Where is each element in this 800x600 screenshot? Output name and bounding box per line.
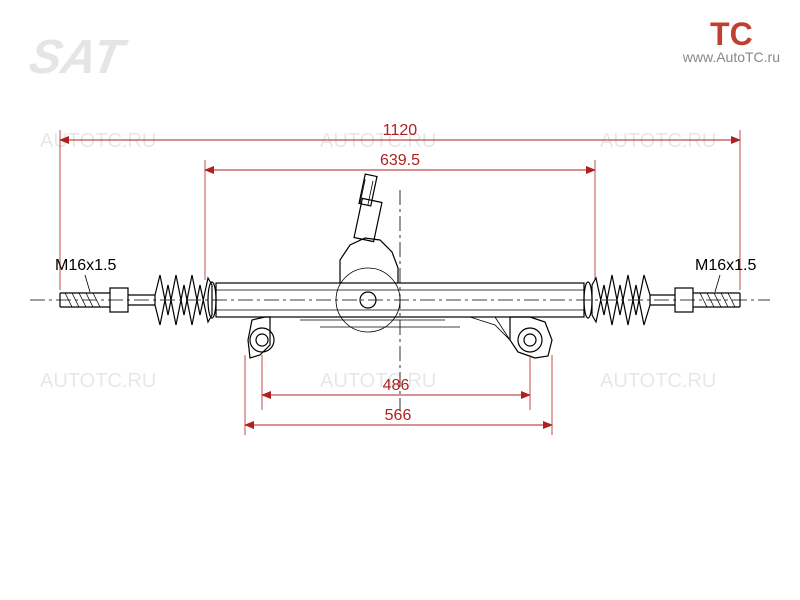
pinion-housing bbox=[336, 174, 400, 332]
thread-left: M16x1.5 bbox=[55, 257, 116, 274]
dim-inner: 639.5 bbox=[380, 152, 420, 169]
dim-overall: 1120 bbox=[383, 122, 418, 139]
technical-drawing: 1120 639.5 bbox=[0, 0, 800, 600]
thread-right: M16x1.5 bbox=[695, 257, 756, 274]
mount-bracket-right bbox=[300, 317, 552, 358]
mount-bracket-left bbox=[248, 317, 274, 358]
dim-mount-inner: 486 bbox=[383, 377, 410, 394]
dim-mount-outer: 566 bbox=[385, 407, 412, 424]
